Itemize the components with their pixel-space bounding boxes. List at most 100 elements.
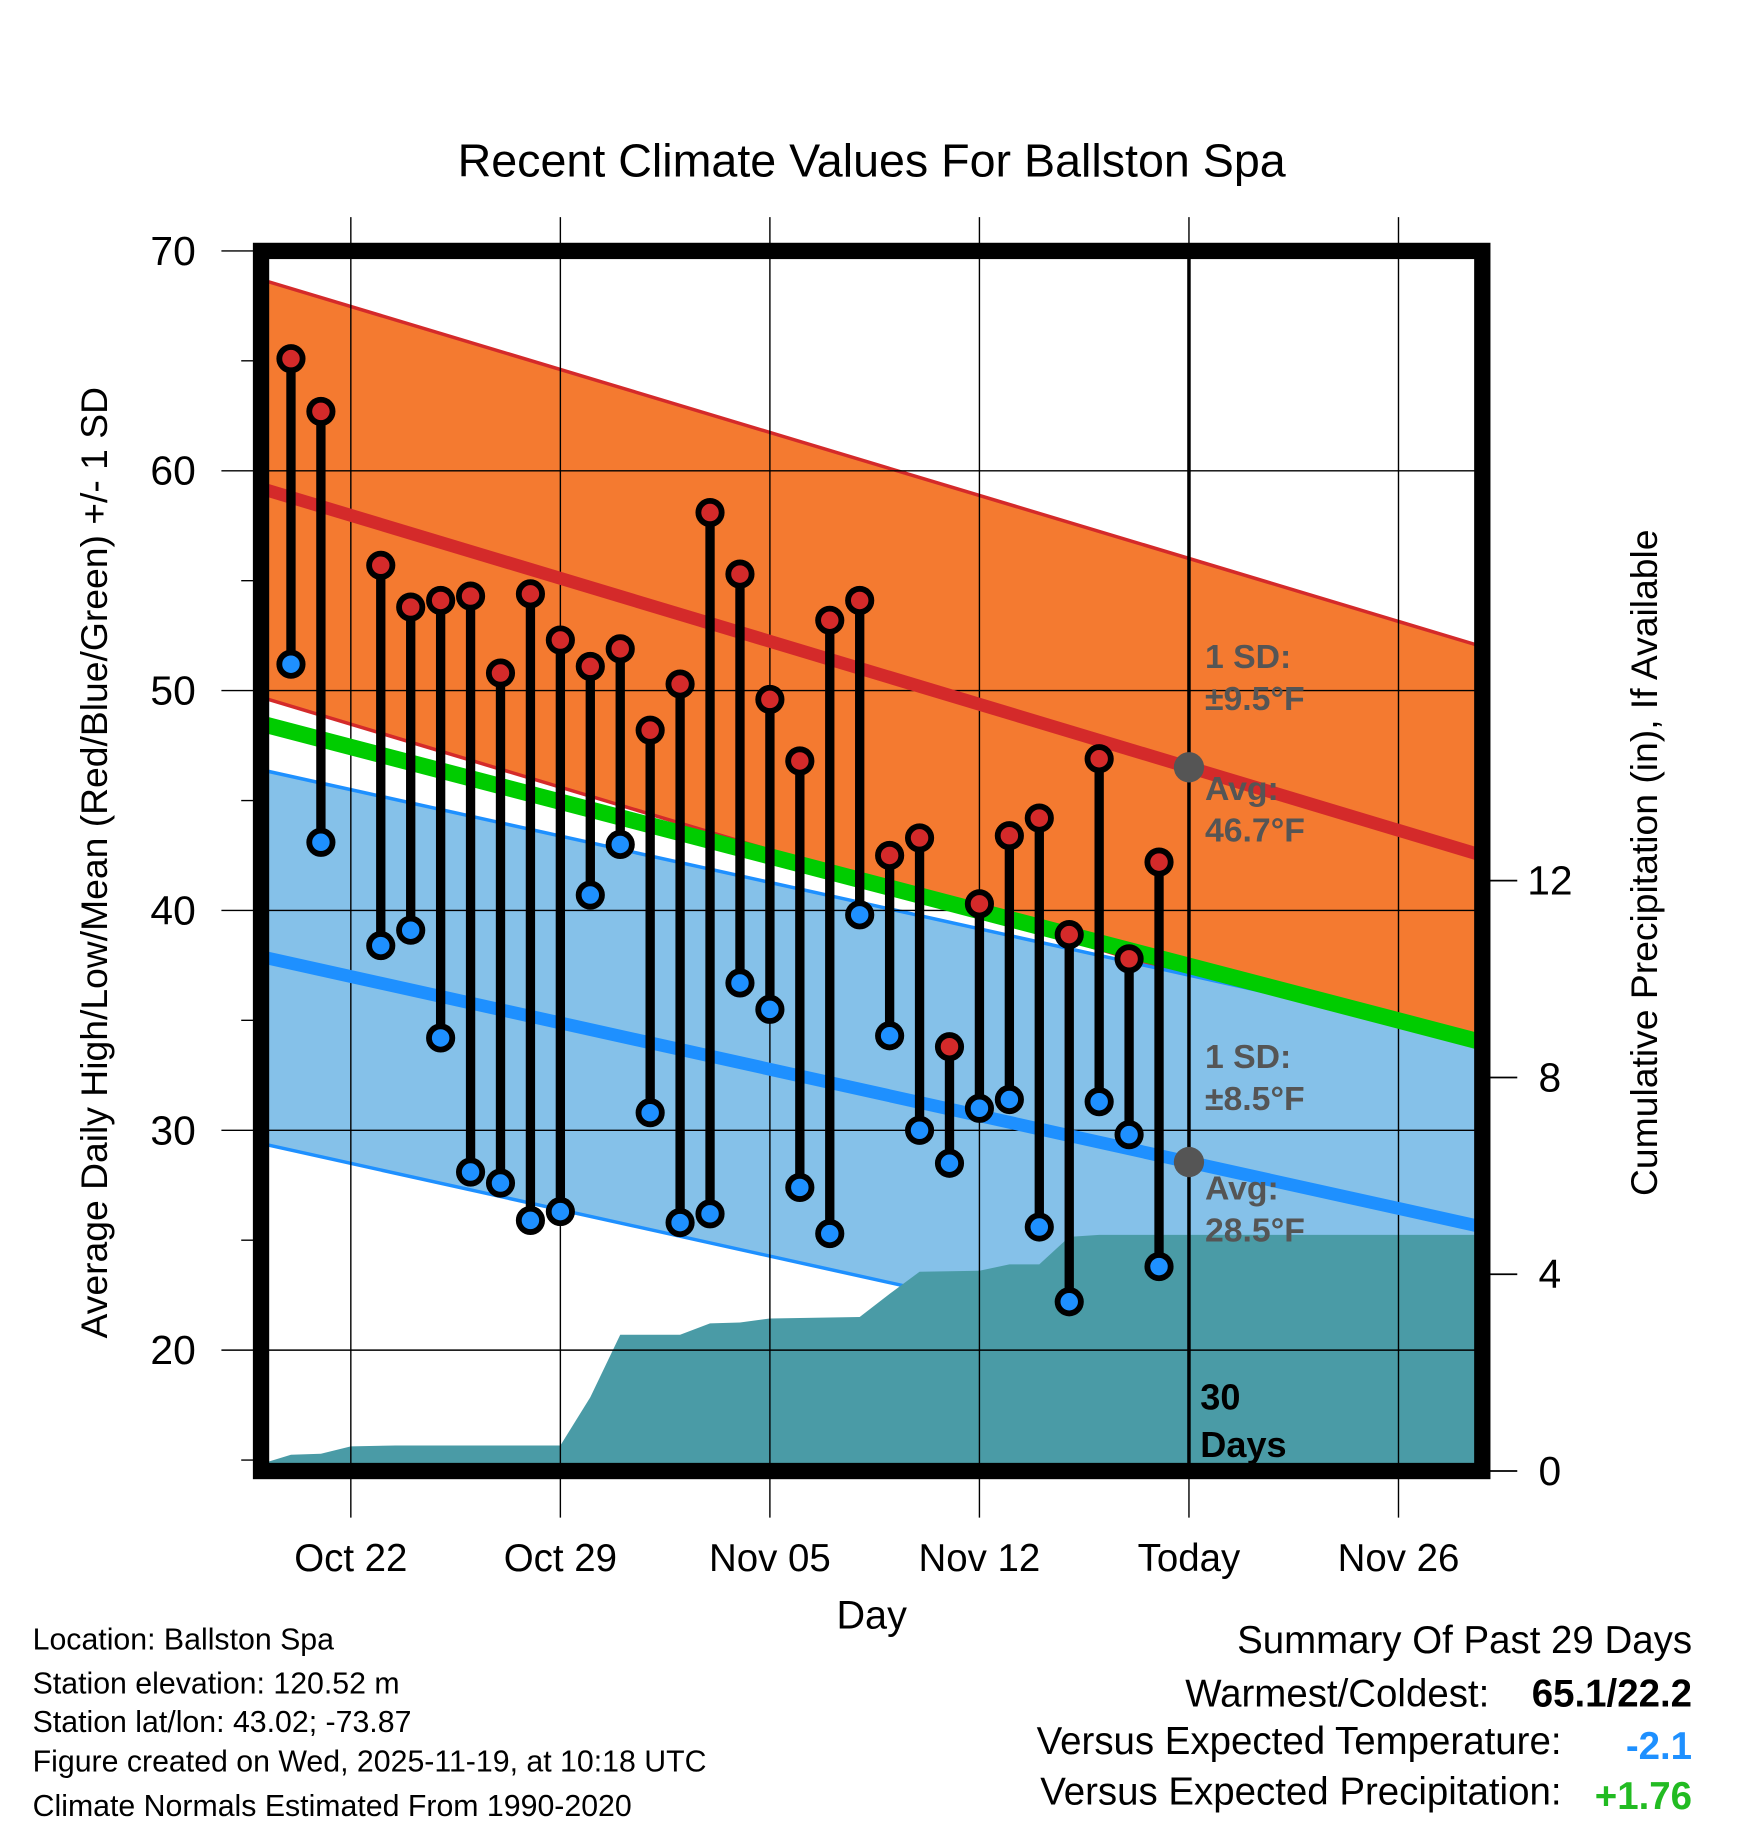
daily-high-point	[306, 396, 336, 426]
daily-high-point	[276, 344, 306, 374]
created-text: Figure created on Wed, 2025-11-19, at 10…	[33, 1746, 707, 1779]
window-num: 30	[1200, 1376, 1240, 1417]
x-tick-label: Oct 29	[504, 1537, 617, 1580]
window-unit: Days	[1200, 1424, 1286, 1465]
daily-high-point	[396, 592, 426, 622]
summary-title: Summary Of Past 29 Days	[1237, 1619, 1692, 1662]
daily-low-point	[635, 1098, 665, 1128]
daily-high-point	[575, 651, 605, 681]
y2-tick-label: 0	[1539, 1448, 1562, 1494]
high-sd-band-upper-edge	[260, 277, 1483, 649]
high-sd-value: ±9.5°F	[1205, 680, 1305, 718]
daily-high-point	[1054, 920, 1084, 950]
daily-low-point	[605, 829, 635, 860]
low-sd-value: ±8.5°F	[1205, 1080, 1305, 1118]
precip-label: Versus Expected Precipitation:	[1040, 1770, 1561, 1813]
daily-high-point	[964, 889, 994, 919]
daily-low-point	[396, 915, 426, 945]
daily-low-point	[515, 1205, 545, 1235]
lines-layer	[258, 250, 1485, 1472]
daily-low-point	[785, 1172, 815, 1203]
x-tick-label: Today	[1138, 1537, 1241, 1580]
daily-low-point	[1054, 1287, 1084, 1317]
daily-high-point	[815, 605, 845, 635]
axes-layer: Oct 22 Oct 29 Nov 05 Nov 12 Today Nov 26 20 30 4…	[150, 228, 1572, 1580]
daily-low-point	[934, 1148, 965, 1178]
y-tick-label: 50	[150, 668, 195, 714]
daily-low-point	[815, 1219, 845, 1249]
warmest-value: 65.1/22.2	[1532, 1672, 1692, 1715]
daily-high-point	[545, 625, 575, 655]
high-avg-value: 46.7°F	[1205, 812, 1305, 850]
low-avg-label: Avg:	[1205, 1170, 1279, 1208]
plot-frame	[252, 242, 1491, 1480]
y-tick-label: 60	[150, 448, 195, 494]
daily-high-point	[635, 715, 665, 745]
x-tick-label: Nov 12	[919, 1537, 1041, 1580]
y-tick-label: 20	[150, 1327, 195, 1373]
daily-high-point	[875, 840, 905, 871]
temp-value: -2.1	[1626, 1725, 1692, 1768]
high-avg-label: Avg:	[1205, 770, 1279, 808]
elevation-text: Station elevation: 120.52 m	[33, 1668, 400, 1701]
low-avg-value: 28.5°F	[1205, 1211, 1305, 1249]
daily-high-point	[695, 497, 725, 528]
daily-low-point	[1024, 1212, 1054, 1242]
daily-high-point	[485, 658, 516, 688]
daily-high-point	[665, 669, 695, 699]
daily-low-point	[366, 931, 396, 961]
annotations: 1 SD: ±9.5°F Avg: 46.7°F 1 SD: ±8.5°F Av…	[1205, 638, 1305, 1249]
y2-tick-label: 4	[1539, 1251, 1562, 1297]
daily-high-point	[605, 634, 635, 664]
daily-low-point	[306, 827, 336, 857]
daily-high-point	[755, 684, 785, 714]
x-axis-label: Day	[836, 1593, 907, 1637]
daily-high-point	[1144, 847, 1174, 877]
today-low-avg-marker	[1173, 1146, 1205, 1178]
y-tick-label: 40	[150, 887, 195, 933]
y-axis-label: Average Daily High/Low/Mean (Red/Blue/Gr…	[73, 387, 115, 1338]
high-avg-line	[259, 482, 1485, 862]
cumulative-precip-area	[268, 1234, 1483, 1472]
daily-low-point	[725, 968, 755, 998]
warmest-label: Warmest/Coldest:	[1185, 1672, 1489, 1715]
daily-low-point	[665, 1208, 695, 1238]
y2-axis-label: Cumulative Precipitation (in), If Availa…	[1623, 529, 1665, 1196]
daily-high-point	[904, 823, 935, 853]
daily-high-point	[785, 746, 815, 776]
daily-low-point	[845, 900, 875, 930]
daily-high-point	[845, 585, 875, 616]
x-tick-label: Nov 26	[1338, 1537, 1460, 1580]
high-sd-label: 1 SD:	[1205, 638, 1291, 676]
daily-low-point	[1084, 1087, 1114, 1117]
daily-low-point	[994, 1084, 1024, 1115]
daily-high-point	[1084, 744, 1114, 774]
normals-text: Climate Normals Estimated From 1990-2020	[33, 1790, 632, 1823]
daily-low-point	[755, 994, 785, 1024]
y2-tick-label: 8	[1539, 1054, 1562, 1100]
latlon-text: Station lat/lon: 43.02; -73.87	[33, 1706, 412, 1739]
daily-low-point	[485, 1168, 516, 1198]
daily-low-point	[695, 1199, 725, 1229]
y-tick-label: 70	[150, 228, 195, 274]
today-high-avg-marker	[1173, 752, 1205, 783]
daily-low-point	[426, 1023, 456, 1053]
bars-layer	[276, 344, 1174, 1317]
daily-low-point	[964, 1093, 994, 1123]
station-info: Location: Ballston Spa Station elevation…	[33, 1623, 707, 1823]
chart-title: Recent Climate Values For Ballston Spa	[458, 134, 1286, 186]
summary: Summary Of Past 29 Days Warmest/Coldest:…	[1037, 1619, 1692, 1818]
daily-high-point	[515, 579, 545, 609]
low-avg-line	[259, 950, 1484, 1234]
daily-low-point	[875, 1021, 905, 1051]
mean-avg-line	[258, 715, 1485, 1051]
temp-label: Versus Expected Temperature:	[1037, 1720, 1562, 1763]
daily-high-point	[455, 581, 486, 611]
y-tick-label: 30	[150, 1107, 195, 1153]
daily-high-point	[934, 1032, 965, 1062]
precip-value: +1.76	[1595, 1775, 1692, 1818]
daily-high-point	[366, 550, 396, 580]
daily-high-point	[426, 585, 456, 616]
daily-high-point	[994, 821, 1024, 851]
